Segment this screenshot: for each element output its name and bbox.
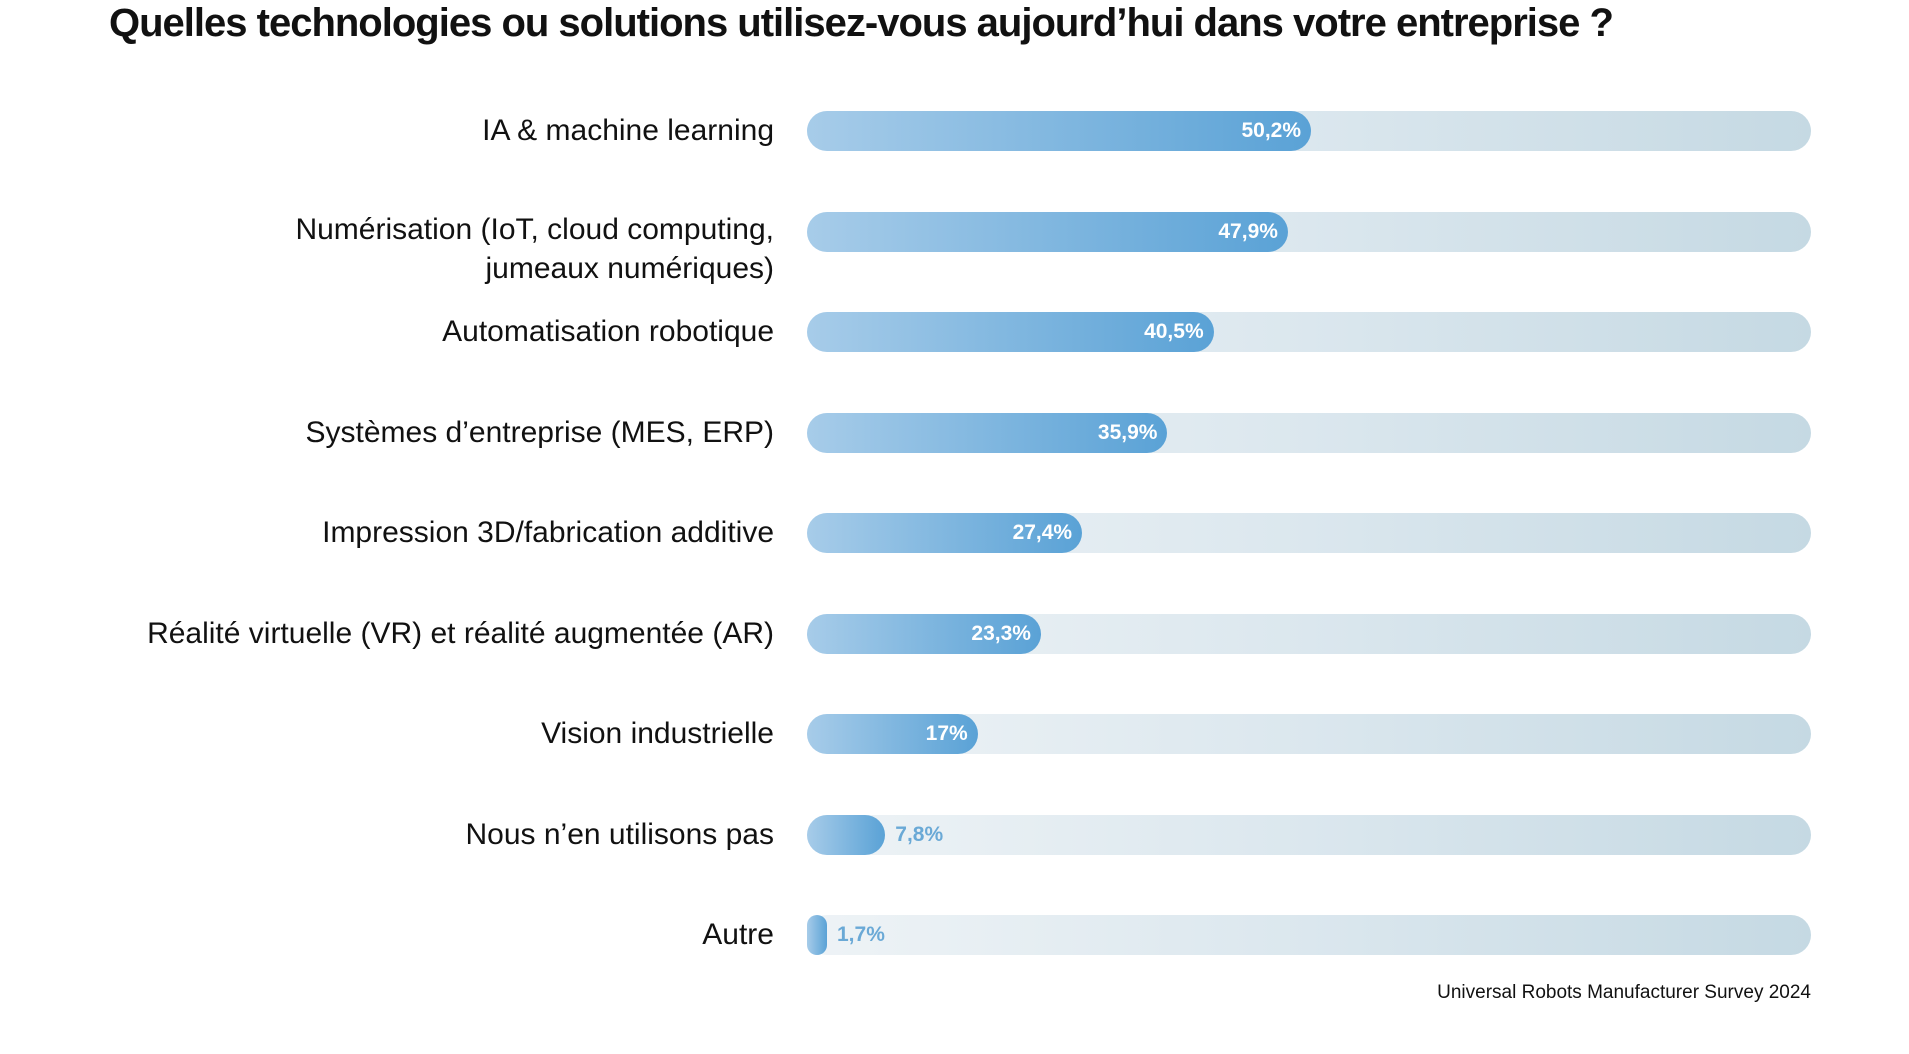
value-label: 23,3% bbox=[971, 621, 1031, 645]
value-label: 7,8% bbox=[895, 822, 944, 846]
value-label: 17% bbox=[925, 722, 968, 745]
bar-track: 47,9% bbox=[807, 211, 1811, 252]
bar-track: 7,8% bbox=[807, 814, 1811, 855]
bar-track: 50,2% bbox=[807, 111, 1811, 151]
bar bbox=[807, 814, 886, 855]
category-label: Impression 3D/fabrication additive bbox=[322, 516, 774, 549]
category-label: IA & machine learning bbox=[482, 114, 774, 147]
bar bbox=[807, 513, 1083, 553]
bar bbox=[807, 211, 1288, 252]
bar bbox=[807, 412, 1168, 453]
value-label: 47,9% bbox=[1218, 219, 1278, 243]
bar-track: 17% bbox=[807, 714, 1811, 754]
value-label: 1,7% bbox=[837, 923, 885, 946]
bar-track: 35,9% bbox=[807, 412, 1811, 453]
value-label: 50,2% bbox=[1241, 119, 1302, 142]
value-label: 35,9% bbox=[1097, 420, 1158, 444]
bar bbox=[807, 613, 1041, 654]
bar-track: 1,7% bbox=[807, 915, 1811, 955]
bar-track: 27,4% bbox=[807, 513, 1811, 553]
bar-track: 40,5% bbox=[807, 312, 1811, 352]
category-label: Nous n’en utilisons pas bbox=[465, 817, 774, 851]
bar bbox=[807, 312, 1214, 352]
bar bbox=[807, 714, 978, 754]
bar-track: 23,3% bbox=[807, 613, 1811, 654]
bar bbox=[807, 111, 1311, 151]
source-note: Universal Robots Manufacturer Survey 202… bbox=[1437, 982, 1811, 1003]
category-label: Systèmes d’entreprise (MES, ERP) bbox=[305, 415, 774, 449]
value-label: 27,4% bbox=[1012, 521, 1073, 544]
category-label: Réalité virtuelle (VR) et réalité augmen… bbox=[147, 616, 774, 650]
category-label: Vision industrielle bbox=[541, 717, 774, 750]
category-label: Automatisation robotique bbox=[442, 315, 774, 348]
category-label: Numérisation (IoT, cloud computing, jume… bbox=[295, 212, 774, 285]
bar bbox=[807, 915, 827, 955]
category-label: Autre bbox=[702, 918, 774, 951]
value-label: 40,5% bbox=[1144, 320, 1204, 343]
chart-title: Quelles technologies ou solutions utilis… bbox=[109, 1, 1614, 45]
